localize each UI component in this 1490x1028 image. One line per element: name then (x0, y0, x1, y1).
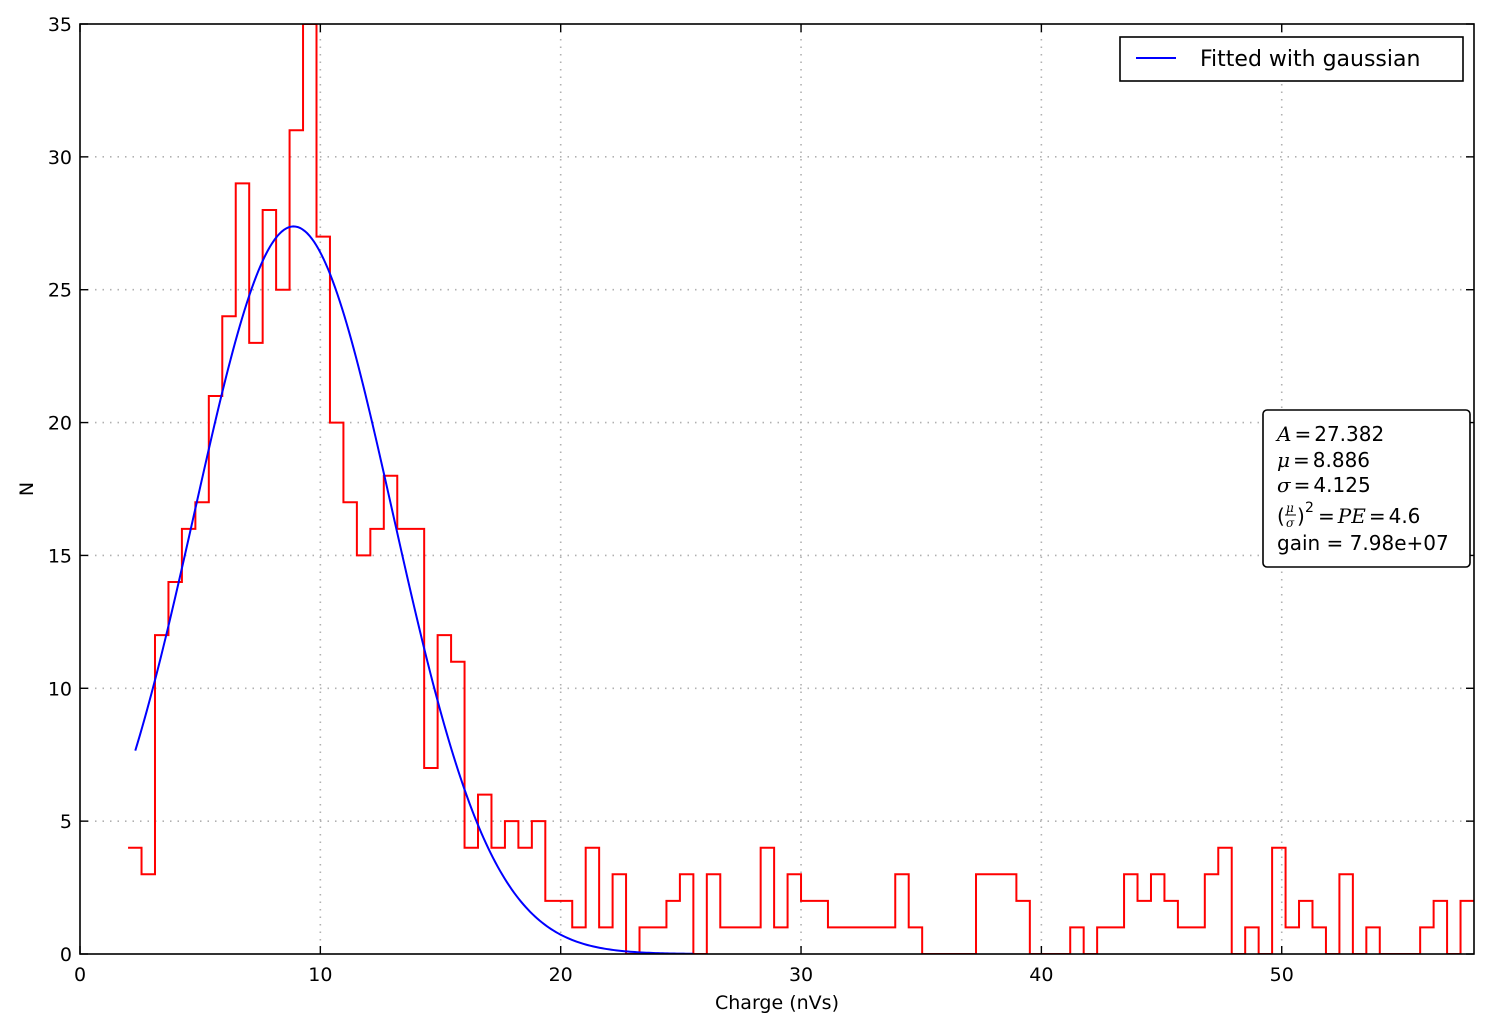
fit-annotation: A = 27.382 μ = 8.886 σ = 4.125 ( μ σ ) 2 = PE = 4… (1262, 409, 1471, 568)
y-tick-label: 25 (48, 280, 72, 302)
plot-area (128, 24, 1474, 954)
annotation-mean: μ = 8.886 (1277, 448, 1370, 472)
y-tick-label: 30 (48, 147, 72, 169)
pe-close-paren: ) (1297, 504, 1305, 528)
legend-fit-label: Fitted with gaussian (1200, 47, 1420, 72)
pe-sigma: σ (1286, 516, 1295, 530)
pe-open-paren: ( (1277, 504, 1285, 528)
pe-exponent: 2 (1305, 500, 1314, 516)
annotation-sigma: σ = 4.125 (1277, 473, 1371, 497)
x-tick-label: 40 (1029, 964, 1053, 986)
annotation-gain: gain = 7.98e+07 (1277, 531, 1449, 555)
pe-mu: μ (1286, 501, 1294, 515)
x-tick-label: 30 (789, 964, 813, 986)
y-axis-label: N (16, 482, 38, 496)
pe-rest: = PE = 4.6 (1318, 504, 1420, 528)
annotation-amplitude: A = 27.382 (1275, 422, 1384, 446)
x-tick-label: 0 (74, 964, 86, 986)
y-tick-label: 10 (48, 678, 72, 700)
gaussian-fit-series (134, 225, 693, 954)
legend: Fitted with gaussian (1119, 36, 1464, 82)
ticks: 0 10 20 30 40 50 0 5 10 15 20 25 30 35 (48, 14, 1474, 986)
annotation-pe: ( μ σ ) 2 = PE = 4.6 (1277, 500, 1420, 530)
y-tick-label: 20 (48, 413, 72, 435)
y-tick-label: 35 (48, 14, 72, 36)
y-tick-label: 5 (60, 811, 72, 833)
histogram-series (128, 24, 1474, 954)
x-tick-label: 50 (1270, 964, 1294, 986)
x-axis-label: Charge (nVs) (715, 992, 839, 1014)
y-tick-label: 15 (48, 545, 72, 567)
legend-box (1119, 36, 1464, 82)
x-tick-label: 20 (549, 964, 573, 986)
axes-frame (79, 23, 1475, 955)
x-tick-label: 10 (308, 964, 332, 986)
y-tick-label: 0 (60, 944, 72, 966)
annotation-box (1262, 409, 1471, 568)
